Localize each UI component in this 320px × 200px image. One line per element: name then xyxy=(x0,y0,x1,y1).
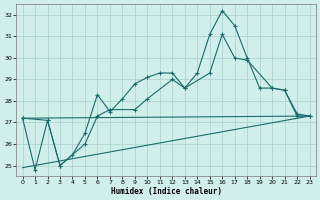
X-axis label: Humidex (Indice chaleur): Humidex (Indice chaleur) xyxy=(111,187,221,196)
